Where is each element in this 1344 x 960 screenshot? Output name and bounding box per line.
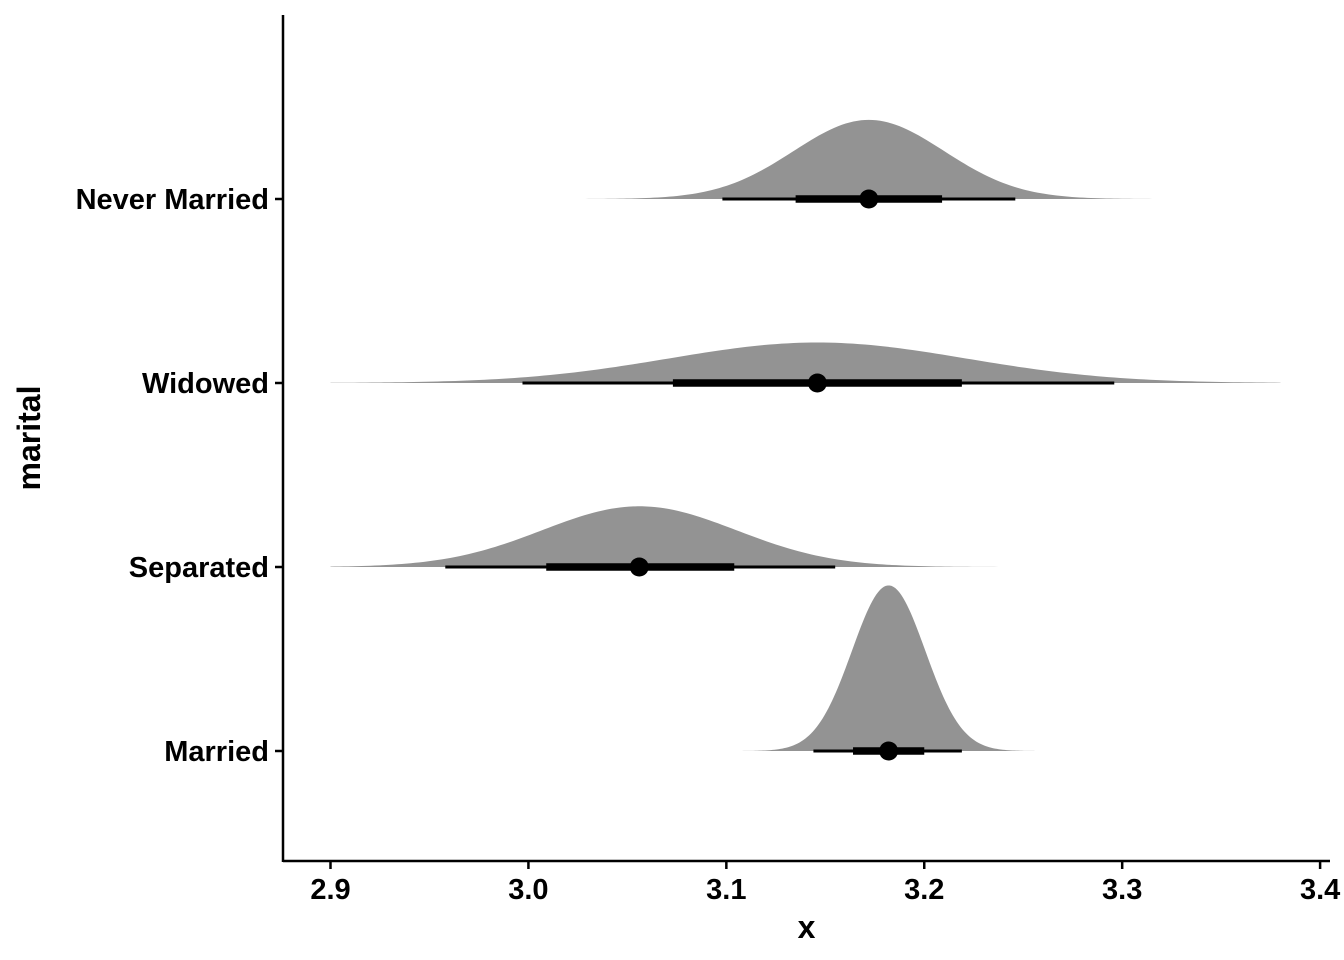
median-point	[629, 557, 649, 577]
y-tick-label: Widowed	[142, 368, 269, 400]
x-tick-label: 3.4	[1300, 874, 1340, 906]
y-axis-title: marital	[11, 386, 47, 491]
median-point	[879, 741, 899, 761]
density-married	[736, 585, 1044, 751]
interval-layer	[445, 189, 1115, 761]
x-tick-label: 2.9	[310, 874, 350, 906]
median-point	[859, 189, 879, 209]
y-tick-label: Separated	[129, 552, 269, 584]
x-tick-label: 3.1	[706, 874, 746, 906]
density-separated	[330, 506, 1044, 567]
x-tick-label: 3.3	[1102, 874, 1142, 906]
x-tick-label: 3.0	[508, 874, 548, 906]
y-axis-ticks: Married Separated Widowed Never Married	[76, 184, 283, 768]
x-tick-label: 3.2	[904, 874, 944, 906]
density-layer	[330, 119, 1281, 751]
density-never-married	[558, 119, 1172, 199]
median-point	[807, 373, 827, 393]
y-tick-label: Never Married	[76, 184, 269, 216]
y-tick-label: Married	[164, 736, 269, 768]
density-widowed	[330, 342, 1281, 383]
x-axis-ticks: 2.9 3.0 3.1 3.2 3.3 3.4	[310, 861, 1340, 906]
x-axis-title: x	[798, 909, 816, 945]
